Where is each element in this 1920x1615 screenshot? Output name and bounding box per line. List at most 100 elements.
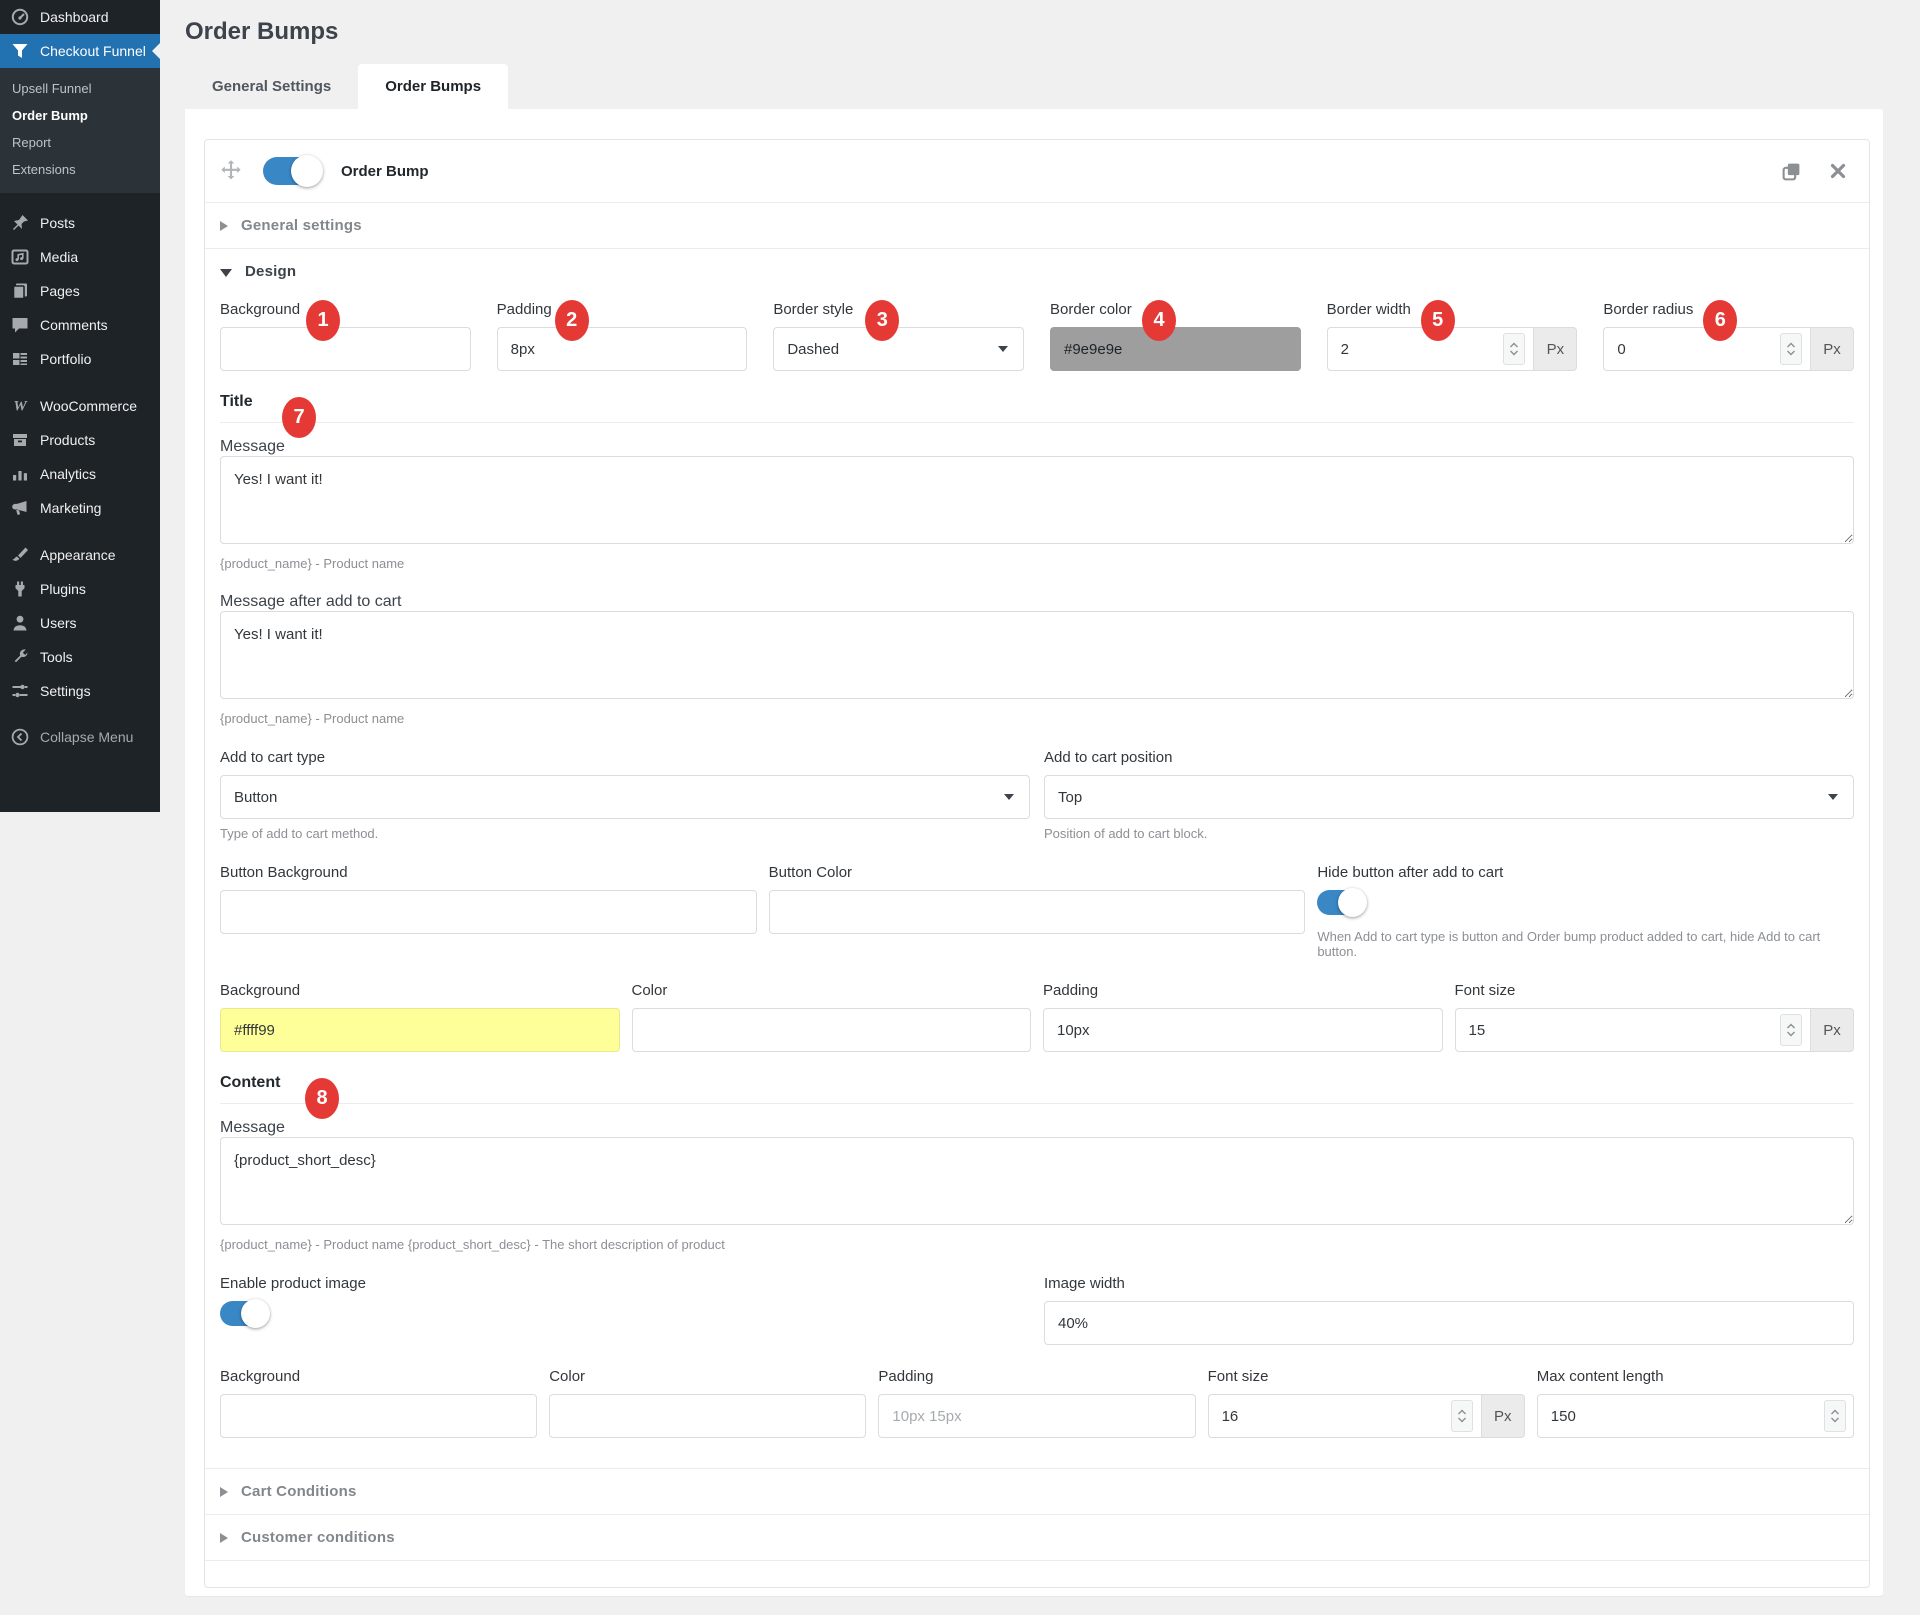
padding-input[interactable] [497,327,748,371]
tab-general-settings[interactable]: General Settings [185,64,358,109]
chevron-right-icon [220,1487,228,1497]
field-hint: Type of add to cart method. [220,826,1030,841]
unit-addon: Px [1810,1008,1854,1052]
sidebar-item-analytics[interactable]: Analytics [0,457,160,491]
button-background-input[interactable] [220,890,757,934]
chevron-right-icon [220,221,228,231]
duplicate-icon[interactable] [1781,161,1802,182]
field-label: Color [632,981,1032,1001]
sidebar-subitem-extensions[interactable]: Extensions [0,156,160,183]
sidebar-item-label: Plugins [40,581,86,597]
cart-position-select[interactable]: Top [1044,775,1854,819]
section-cart-conditions[interactable]: Cart Conditions [205,1469,1869,1515]
dashboard-icon [10,7,30,27]
comment-icon [10,315,30,335]
image-width-input[interactable] [1044,1301,1854,1345]
content-padding-input[interactable] [878,1394,1195,1438]
cart-type-select[interactable]: Button [220,775,1030,819]
sidebar-item-label: Settings [40,683,91,699]
section-label: Customer conditions [241,1529,395,1546]
close-icon[interactable] [1828,161,1849,182]
border-color-input[interactable] [1050,327,1301,371]
sidebar-item-dashboard[interactable]: Dashboard [0,0,160,34]
number-stepper-icon[interactable] [1824,1400,1846,1432]
sidebar-item-settings[interactable]: Settings [0,674,160,708]
field-label: Message [220,438,285,455]
section-customer-conditions[interactable]: Customer conditions [205,1515,1869,1561]
title-color-input[interactable] [632,1008,1032,1052]
title-font-size-input[interactable] [1455,1008,1811,1052]
sidebar-item-posts[interactable]: Posts [0,206,160,240]
field-label: Background [220,1367,537,1387]
sidebar-item-woocommerce[interactable]: W WooCommerce [0,389,160,423]
title-padding-input[interactable] [1043,1008,1443,1052]
sidebar-item-checkout-funnel[interactable]: Checkout Funnel [0,34,160,68]
field-label: Font size [1455,981,1855,1001]
order-bump-enabled-toggle[interactable] [263,157,321,185]
sidebar-item-portfolio[interactable]: Portfolio [0,342,160,376]
content-background-input[interactable] [220,1394,537,1438]
field-hint: {product_name} - Product name [220,556,1854,571]
sidebar-item-label: Marketing [40,500,101,516]
tab-order-bumps[interactable]: Order Bumps [358,64,508,109]
move-handle-icon[interactable] [219,159,243,183]
card-actions [1781,161,1849,182]
order-bump-title: Order Bump [341,163,429,180]
sidebar-item-label: Posts [40,215,75,231]
field-label: Message [220,1119,285,1136]
number-stepper-icon[interactable] [1780,333,1802,365]
field-title-color: Color [632,981,1032,1052]
sidebar-item-label: Appearance [40,547,116,563]
field-content-background: Background [220,1367,537,1438]
field-label: Font size [1208,1367,1525,1387]
content-message-textarea[interactable]: {product_short_desc} [220,1137,1854,1225]
content-color-input[interactable] [549,1394,866,1438]
sidebar-item-tools[interactable]: Tools [0,640,160,674]
field-border-width: Border width 5 Px [1327,300,1578,371]
order-bump-card: Order Bump General settings Design [204,139,1870,1588]
title-background-input[interactable] [220,1008,620,1052]
field-hint: {product_name} - Product name [220,711,1854,726]
sidebar-subitem-order-bump[interactable]: Order Bump [0,102,160,129]
sidebar-item-appearance[interactable]: Appearance [0,538,160,572]
annotation-badge-2: 2 [555,300,589,341]
sidebar-item-pages[interactable]: Pages [0,274,160,308]
page-title: Order Bumps [185,10,1883,48]
hide-button-toggle[interactable] [1317,890,1365,915]
chevron-right-icon [220,1533,228,1543]
field-button-background: Button Background [220,863,757,959]
sidebar-item-media[interactable]: Media [0,240,160,274]
pin-icon [10,213,30,233]
sidebar-item-users[interactable]: Users [0,606,160,640]
border-style-select[interactable]: Dashed [773,327,1024,371]
field-label: Background [220,981,620,1001]
sidebar-subitem-report[interactable]: Report [0,129,160,156]
sidebar-item-marketing[interactable]: Marketing [0,491,160,525]
field-content-message: Message {product_short_desc} {product_na… [220,1119,1854,1252]
sidebar-item-plugins[interactable]: Plugins [0,572,160,606]
title-message-textarea[interactable]: Yes! I want it! [220,456,1854,544]
button-color-input[interactable] [769,890,1306,934]
bar-chart-icon [10,464,30,484]
field-image-width: Image width [1044,1274,1854,1345]
message-after-textarea[interactable]: Yes! I want it! [220,611,1854,699]
number-stepper-icon[interactable] [1503,333,1525,365]
sidebar-item-products[interactable]: Products [0,423,160,457]
svg-text:W: W [13,399,28,415]
field-title-font-size: Font size Px [1455,981,1855,1052]
number-stepper-icon[interactable] [1780,1014,1802,1046]
content-font-size-input[interactable] [1208,1394,1481,1438]
sidebar-item-comments[interactable]: Comments [0,308,160,342]
section-general-settings[interactable]: General settings [205,203,1869,249]
max-content-length-input[interactable] [1537,1394,1854,1438]
number-stepper-icon[interactable] [1451,1400,1473,1432]
background-input[interactable] [220,327,471,371]
block-title: Content [220,1074,1854,1092]
sidebar-item-collapse-menu[interactable]: Collapse Menu [0,720,160,754]
enable-product-image-toggle[interactable] [220,1301,268,1326]
menu-separator [0,193,160,206]
section-design[interactable]: Design [205,249,1869,294]
field-border-color: Border color 4 [1050,300,1301,371]
sidebar-subitem-upsell-funnel[interactable]: Upsell Funnel [0,75,160,102]
field-title-padding: Padding [1043,981,1443,1052]
